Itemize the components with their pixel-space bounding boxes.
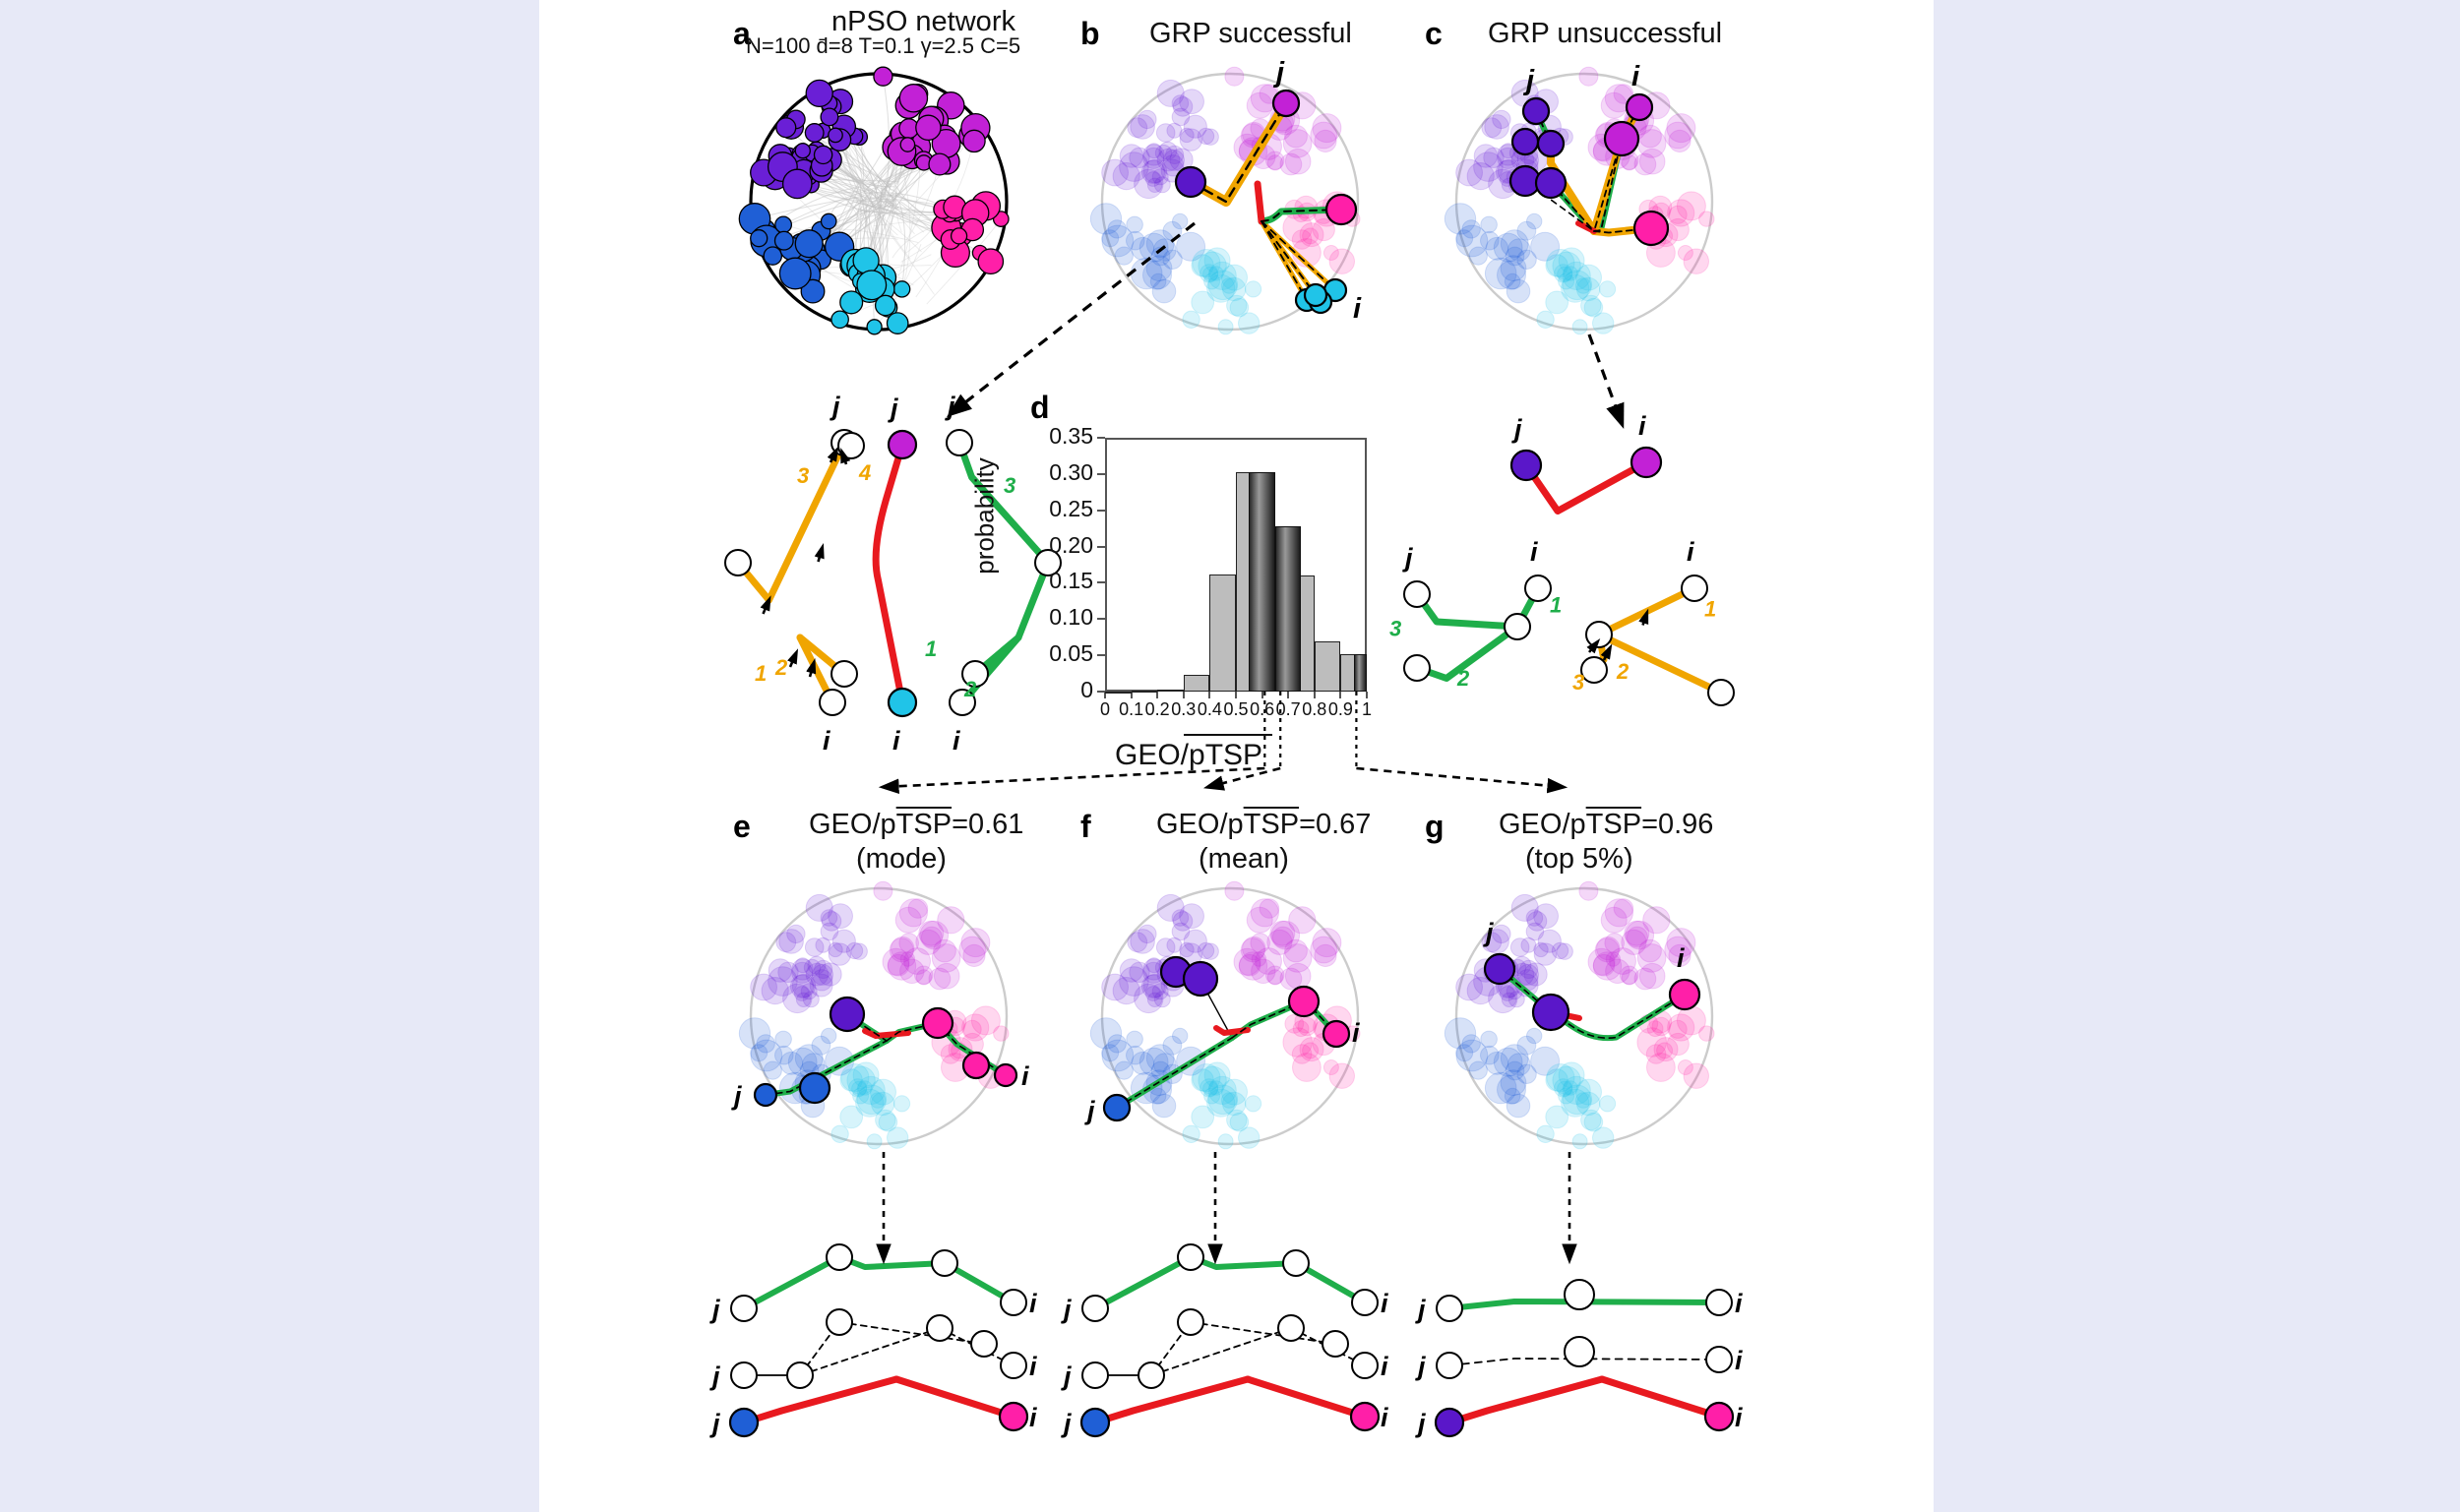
svg-text:j: j bbox=[1061, 1361, 1072, 1391]
svg-text:i: i bbox=[1381, 1289, 1388, 1318]
svg-text:j: j bbox=[1415, 1295, 1426, 1324]
svg-text:j: j bbox=[1415, 1409, 1426, 1438]
svg-text:i: i bbox=[1735, 1346, 1743, 1375]
svg-text:2: 2 bbox=[963, 677, 977, 701]
svg-text:1: 1 bbox=[1704, 597, 1716, 622]
svg-text:i: i bbox=[1029, 1289, 1037, 1318]
svg-text:j: j bbox=[1415, 1352, 1426, 1381]
svg-text:i: i bbox=[953, 726, 960, 756]
svg-text:3: 3 bbox=[1389, 617, 1401, 641]
svg-text:j: j bbox=[1084, 1096, 1095, 1125]
svg-text:1: 1 bbox=[1550, 593, 1562, 618]
svg-text:i: i bbox=[892, 726, 900, 756]
svg-text:1: 1 bbox=[755, 661, 767, 686]
svg-text:i: i bbox=[1638, 411, 1646, 441]
svg-text:j: j bbox=[1272, 57, 1285, 89]
svg-text:i: i bbox=[1021, 1061, 1029, 1091]
svg-text:i: i bbox=[1530, 537, 1538, 567]
svg-text:i: i bbox=[1677, 943, 1685, 973]
svg-text:i: i bbox=[1352, 1018, 1360, 1048]
svg-text:2: 2 bbox=[1616, 659, 1630, 684]
svg-text:4: 4 bbox=[858, 460, 871, 485]
svg-text:i: i bbox=[1029, 1403, 1037, 1432]
svg-text:i: i bbox=[1735, 1289, 1743, 1318]
svg-text:i: i bbox=[1029, 1352, 1037, 1381]
svg-text:3: 3 bbox=[1572, 670, 1584, 695]
svg-text:j: j bbox=[1061, 1295, 1072, 1324]
svg-text:j: j bbox=[888, 393, 898, 423]
svg-text:j: j bbox=[709, 1409, 720, 1438]
svg-text:j: j bbox=[1402, 543, 1413, 573]
svg-text:i: i bbox=[1353, 293, 1362, 325]
svg-text:i: i bbox=[1687, 537, 1694, 567]
svg-text:i: i bbox=[1381, 1403, 1388, 1432]
svg-text:3: 3 bbox=[1004, 473, 1015, 498]
svg-text:j: j bbox=[830, 392, 840, 421]
svg-text:i: i bbox=[823, 726, 830, 756]
svg-text:i: i bbox=[1381, 1352, 1388, 1381]
svg-text:1: 1 bbox=[925, 636, 937, 661]
svg-text:j: j bbox=[1061, 1409, 1072, 1438]
svg-text:j: j bbox=[731, 1081, 742, 1111]
svg-text:i: i bbox=[1631, 61, 1640, 92]
svg-text:3: 3 bbox=[797, 463, 809, 488]
svg-text:j: j bbox=[709, 1361, 720, 1391]
svg-text:j: j bbox=[709, 1295, 720, 1324]
svg-text:j: j bbox=[945, 392, 955, 421]
svg-text:2: 2 bbox=[774, 655, 788, 680]
svg-text:j: j bbox=[1511, 414, 1522, 444]
svg-text:2: 2 bbox=[1456, 666, 1470, 691]
svg-text:i: i bbox=[1735, 1403, 1743, 1432]
